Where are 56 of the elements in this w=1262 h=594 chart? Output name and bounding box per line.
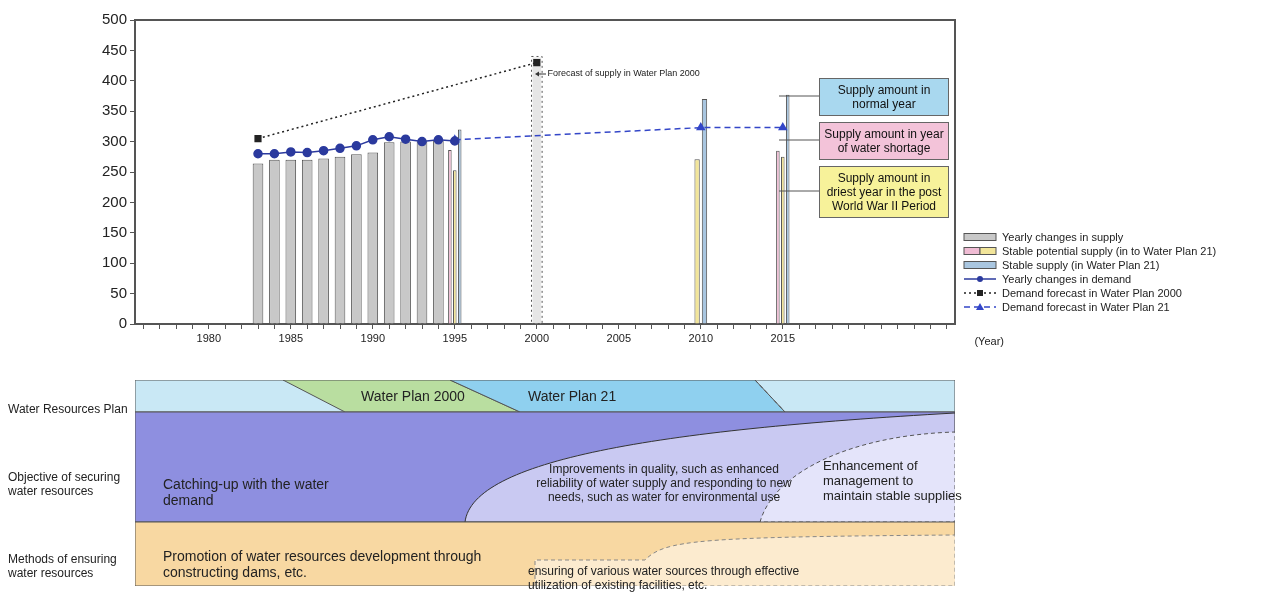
legend-label: Demand forecast in Water Plan 2000 — [1002, 286, 1182, 300]
point — [351, 141, 362, 151]
text: Catching-up with the water demand — [163, 476, 330, 508]
point — [318, 145, 329, 156]
text: Water Plan 21 — [528, 388, 618, 404]
point — [253, 149, 263, 159]
point — [269, 149, 280, 159]
point — [302, 147, 312, 158]
y-tick-label: 350 — [101, 101, 127, 119]
x-tick-label: 1985 — [278, 331, 304, 344]
text: Water Resources Plan — [8, 402, 129, 416]
point — [400, 134, 411, 144]
annotation: Forecast of supply in Water Plan 2000 — [547, 68, 700, 78]
x-axis-title: (Year) — [974, 334, 1004, 347]
legend-label: Stable supply (in Water Plan 21) — [1002, 258, 1160, 272]
x-tick-label: 1995 — [442, 331, 468, 344]
y-tick-label: 100 — [101, 253, 127, 271]
x-tick-label: 1990 — [360, 331, 386, 344]
legend-label: Demand forecast in Water Plan 21 — [1002, 300, 1170, 314]
point — [778, 122, 788, 131]
y-tick-label: 400 — [101, 70, 127, 88]
point — [254, 134, 262, 143]
y-tick-label: 300 — [101, 131, 127, 149]
text: Promotion of water resources development through constructing dams, etc. — [163, 548, 483, 580]
point — [533, 58, 541, 67]
y-tick-label: 200 — [101, 192, 127, 210]
point — [335, 143, 345, 154]
point — [384, 131, 394, 142]
x-tick-label: 2005 — [606, 331, 632, 344]
legend-label: Yearly changes in demand — [1002, 272, 1132, 286]
text: Water Plan 2000 — [360, 388, 466, 404]
text: ensuring of various water sources through effective utilization of existing facilities, etc. — [528, 564, 801, 592]
y-tick-label: 0 — [118, 314, 127, 332]
y-tick-label: 150 — [101, 222, 127, 240]
point — [433, 135, 444, 145]
legend-label: Stable potential supply (in to Water Plan 21) — [1002, 244, 1217, 258]
point — [286, 147, 296, 157]
y-tick-label: 50 — [110, 283, 127, 301]
text: Improvements in quality, such as enhanced reliability of water supply and responding to new needs, such as water for environmental use — [535, 462, 793, 504]
annotation: Supply amount in normal year — [819, 78, 949, 116]
y-tick-label: 500 — [101, 10, 127, 28]
x-tick-label: 2000 — [524, 331, 550, 344]
annotation: Supply amount in year of water shortage — [819, 122, 949, 160]
x-tick-label: 2015 — [770, 331, 796, 344]
x-tick-label: 2010 — [688, 331, 714, 344]
y-tick-label: 450 — [101, 40, 127, 58]
annotation: Supply amount in driest year in the post World War II Period — [819, 166, 949, 218]
text: Enhancement of management to maintain stable supplies — [823, 458, 963, 503]
y-tick-label: 250 — [101, 162, 127, 180]
text: Objective of securing water resources — [8, 470, 122, 498]
point — [417, 136, 427, 147]
point — [696, 122, 706, 131]
legend-label: Yearly changes in supply — [1002, 230, 1124, 244]
x-tick-label: 1980 — [196, 331, 222, 344]
text: Methods of ensuring water resources — [8, 552, 118, 580]
point — [368, 135, 378, 145]
